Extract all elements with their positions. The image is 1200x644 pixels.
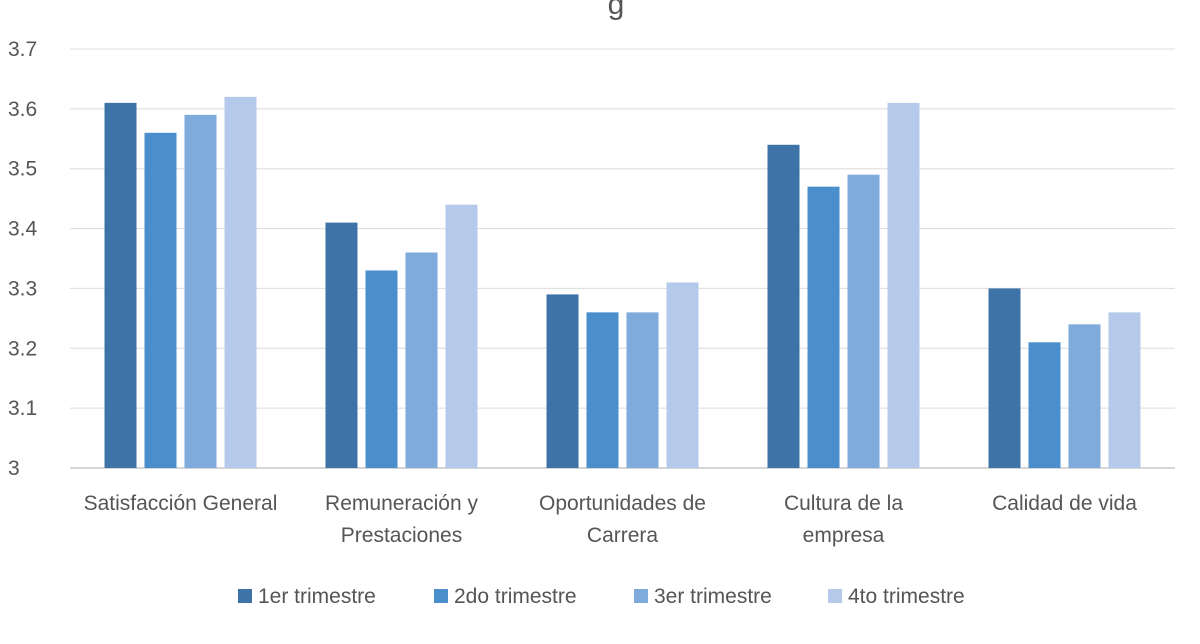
- bar-2do-trimestre-3: [807, 186, 840, 468]
- y-tick-label: 3.1: [8, 397, 37, 420]
- bar-1er-trimestre-3: [767, 144, 800, 468]
- bar-2do-trimestre-2: [586, 312, 619, 468]
- y-tick-label: 3.4: [8, 218, 38, 241]
- y-tick-label: 3.3: [8, 277, 37, 300]
- bar-3er-trimestre-2: [626, 312, 659, 468]
- legend-label: 3er trimestre: [654, 585, 772, 608]
- bar-4to-trimestre-1: [445, 204, 478, 468]
- bar-1er-trimestre-4: [988, 288, 1021, 468]
- bar-2do-trimestre-1: [365, 270, 398, 468]
- y-tick-label: 3: [8, 457, 20, 480]
- x-category-label: Prestaciones: [341, 524, 462, 547]
- bar-2do-trimestre-4: [1028, 342, 1061, 468]
- chart-title: g: [608, 0, 625, 21]
- legend-swatch: [434, 589, 448, 603]
- y-tick-label: 3.2: [8, 337, 37, 360]
- x-category-label: Remuneración y: [325, 492, 478, 515]
- bar-3er-trimestre-4: [1068, 324, 1101, 468]
- legend-label: 2do trimestre: [454, 585, 577, 608]
- bar-4to-trimestre-0: [224, 96, 257, 468]
- bar-1er-trimestre-1: [325, 222, 358, 468]
- legend-label: 1er trimestre: [258, 585, 376, 608]
- legend: 1er trimestre 2do trimestre 3er trimestre 4…: [238, 585, 965, 608]
- bar-4to-trimestre-4: [1108, 312, 1141, 468]
- bar-3er-trimestre-0: [184, 114, 217, 468]
- bar-4to-trimestre-2: [666, 282, 699, 468]
- bar-4to-trimestre-3: [887, 102, 920, 468]
- legend-swatch: [634, 589, 648, 603]
- legend-swatch: [238, 589, 252, 603]
- bar-3er-trimestre-3: [847, 174, 880, 468]
- legend-label: 4to trimestre: [848, 585, 965, 608]
- bar-2do-trimestre-0: [144, 132, 177, 469]
- bar-1er-trimestre-0: [104, 102, 137, 468]
- x-category-label: Carrera: [587, 524, 659, 547]
- x-category-label: Calidad de vida: [992, 492, 1137, 515]
- x-axis-labels: Satisfacción General Remuneración y Presta…: [84, 492, 1138, 547]
- x-category-label: Satisfacción General: [84, 492, 278, 515]
- bar-3er-trimestre-1: [405, 252, 438, 468]
- y-tick-label: 3.5: [8, 158, 37, 181]
- y-tick-label: 3.6: [8, 98, 37, 121]
- x-category-label: Cultura de la: [784, 492, 903, 515]
- bar-1er-trimestre-2: [546, 294, 579, 468]
- x-category-label: empresa: [803, 524, 885, 547]
- y-axis-ticks: 3 3.1 3.2 3.3 3.4 3.5 3.6 3.7: [8, 38, 38, 480]
- y-tick-label: 3.7: [8, 38, 37, 61]
- legend-swatch: [828, 589, 842, 603]
- x-category-label: Oportunidades de: [539, 492, 706, 515]
- bars: [104, 96, 1141, 469]
